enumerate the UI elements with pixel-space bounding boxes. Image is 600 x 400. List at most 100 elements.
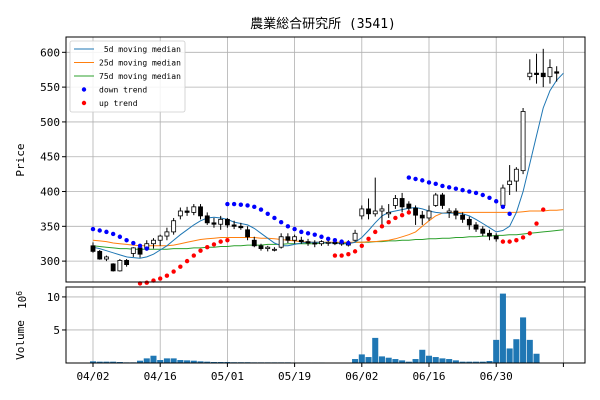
up-trend-dot <box>164 273 170 278</box>
volume-bar <box>506 348 513 363</box>
candle <box>224 217 230 228</box>
up-trend-dot <box>178 264 183 269</box>
legend-entry: up trend <box>81 99 138 108</box>
down-trend-dot <box>319 234 324 239</box>
candle-body <box>224 218 230 226</box>
candle-body <box>177 210 183 217</box>
legend-swatch-dot <box>81 100 87 106</box>
candle <box>520 107 526 175</box>
down-trend-dot <box>440 183 445 189</box>
candle <box>117 259 123 272</box>
chart-title: 農業総合研究所 (3541) <box>250 16 396 32</box>
down-trend-dot <box>90 226 96 232</box>
candle <box>480 226 486 237</box>
candle <box>473 222 479 232</box>
candlesticks <box>90 48 560 272</box>
volume-bar <box>170 358 177 363</box>
up-trend-dot <box>191 253 196 258</box>
down-trend-dot <box>285 224 291 229</box>
candle-body <box>372 210 378 215</box>
candle <box>164 227 170 241</box>
candle-body <box>453 210 459 216</box>
volume-panel: 5 10 Volume 106 <box>14 286 586 364</box>
candle-body <box>325 241 331 244</box>
candle-body <box>480 228 486 234</box>
candle-body <box>211 222 217 225</box>
x-axis-ticks: 04/02 04/16 05/01 05/19 06/02 06/16 06/30 <box>76 363 564 383</box>
candle-body <box>265 246 271 249</box>
volume-bar <box>392 359 399 363</box>
candle-body <box>466 218 472 226</box>
x-tick-label: 05/19 <box>278 370 311 383</box>
down-trend-dot <box>117 234 123 239</box>
candle <box>547 59 553 84</box>
trend-markers <box>90 175 546 286</box>
candle <box>238 222 244 230</box>
candle-body <box>124 260 130 265</box>
volume-bar <box>412 359 419 363</box>
candle-body <box>386 211 392 215</box>
candle <box>466 216 472 230</box>
x-tick-label: 05/01 <box>211 370 244 383</box>
candle <box>419 211 425 225</box>
candle <box>359 205 365 220</box>
volume-bar <box>204 361 211 363</box>
candle <box>198 204 203 220</box>
candle <box>157 234 163 246</box>
candle <box>460 212 466 223</box>
candle <box>366 198 371 220</box>
volume-bar <box>150 355 157 363</box>
down-trend-dot <box>494 199 499 204</box>
candle <box>184 206 190 216</box>
up-trend-dot <box>211 242 217 247</box>
candle <box>513 167 519 192</box>
volume-bar <box>89 361 97 363</box>
up-trend-dot <box>514 238 519 243</box>
candle <box>171 217 177 235</box>
candle-body <box>117 260 123 272</box>
up-trend-dot <box>534 221 539 226</box>
down-trend-dot <box>104 229 109 235</box>
volume-bar <box>493 339 500 363</box>
volume-bar <box>103 361 110 363</box>
price-tick-label: 400 <box>40 186 60 199</box>
candle-body <box>184 210 190 213</box>
price-tick-label: 500 <box>40 116 60 129</box>
candle-body <box>292 236 298 241</box>
candle-body <box>534 72 539 75</box>
legend-box <box>69 40 186 113</box>
candle <box>218 215 224 230</box>
candle <box>554 66 560 82</box>
candle-body <box>104 256 109 260</box>
candle-body <box>406 203 412 209</box>
volume-bar <box>439 358 446 363</box>
candle <box>285 233 291 244</box>
volume-bar <box>405 361 412 363</box>
candle-body <box>130 247 136 254</box>
x-tick-label: 04/16 <box>144 370 177 383</box>
candle <box>278 233 284 249</box>
up-trend-dot <box>379 224 385 229</box>
down-trend-dot <box>97 228 102 233</box>
up-trend-dot <box>144 280 149 285</box>
candle <box>211 217 217 228</box>
candle <box>325 240 331 246</box>
volume-bar <box>446 359 453 363</box>
candle <box>527 59 533 81</box>
candle <box>453 208 459 220</box>
volume-bar <box>526 339 533 363</box>
down-trend-dot <box>258 207 264 212</box>
candle-body <box>285 236 291 241</box>
down-trend-dot <box>238 202 244 207</box>
candle-body <box>251 239 257 247</box>
volume-tick-label: 10 <box>47 291 60 304</box>
candle-body <box>540 72 546 78</box>
down-trend-dot <box>473 190 479 196</box>
candle <box>265 245 271 252</box>
down-trend-dot <box>332 238 338 243</box>
candle-body <box>413 207 418 216</box>
down-trend-dot <box>245 203 250 208</box>
volume-multiplier-label: 106 <box>15 291 29 309</box>
candle-body <box>507 180 513 185</box>
